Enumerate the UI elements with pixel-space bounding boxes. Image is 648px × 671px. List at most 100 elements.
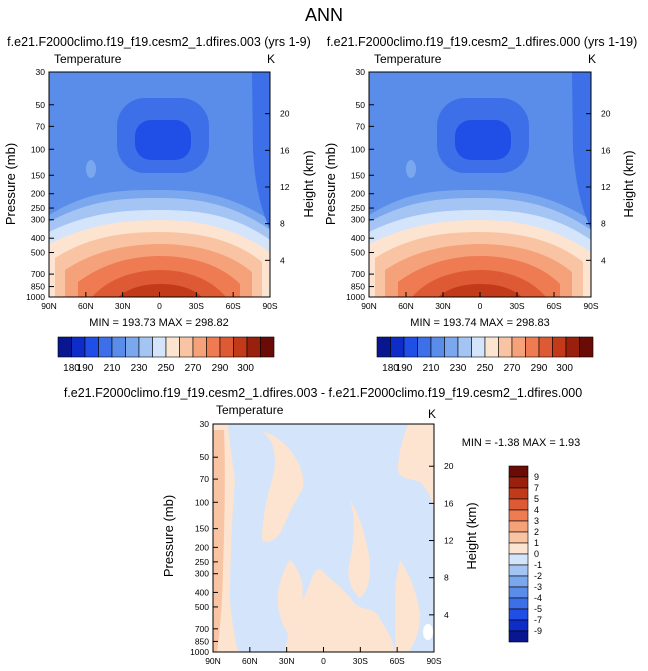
- colorbar-swatch: [71, 336, 86, 358]
- colorbar-swatch: [417, 336, 432, 358]
- x-tick-label: 60S: [390, 656, 405, 666]
- colorbar-swatch: [84, 336, 99, 358]
- panel-2-vortex-inner: [455, 120, 511, 160]
- colorbar-label: -7: [534, 615, 542, 625]
- colorbar-swatch: [525, 336, 540, 358]
- y-tick-label: 250: [195, 557, 209, 567]
- panel-1-stats: MIN = 193.73 MAX = 298.82: [89, 317, 228, 329]
- colorbar-swatch: [206, 336, 221, 358]
- colorbar-label: -4: [534, 593, 542, 603]
- panel-1-blob: [86, 160, 96, 178]
- y2-tick-label: 16: [444, 498, 454, 508]
- panel-1-units: K: [267, 52, 275, 66]
- colorbar-swatch: [498, 336, 513, 358]
- y-tick-label: 300: [195, 569, 209, 579]
- colorbar-label: 300: [556, 363, 573, 374]
- colorbar-swatch: [508, 509, 529, 522]
- panel-1-band-300: [118, 284, 202, 297]
- colorbar-label: -3: [534, 582, 542, 592]
- colorbar-label: 7: [534, 483, 539, 493]
- y-tick-label: 100: [31, 144, 45, 154]
- panel-2-y2label: Height (km): [621, 150, 636, 217]
- panel-3-field: [213, 424, 434, 652]
- y2-tick-label: 12: [444, 536, 454, 546]
- y-tick-label: 300: [31, 215, 45, 225]
- colorbar-swatch: [111, 336, 126, 358]
- x-tick-label: 90S: [583, 301, 598, 311]
- panel-3-positive-b: [348, 500, 370, 598]
- x-tick-label: 30S: [189, 301, 204, 311]
- colorbar-swatch: [508, 476, 529, 489]
- y-tick-label: 700: [351, 269, 365, 279]
- panel-3-stats: MIN = -1.38 MAX = 1.93: [462, 437, 581, 449]
- x-tick-label: 60N: [78, 301, 94, 311]
- colorbar-swatch: [484, 336, 499, 358]
- panel-1-field: [49, 72, 270, 297]
- colorbar-label: -9: [534, 626, 542, 636]
- colorbar-swatch: [508, 586, 529, 599]
- colorbar-swatch: [538, 336, 553, 358]
- x-tick-label: 30N: [435, 301, 451, 311]
- y-tick-label: 500: [351, 248, 365, 258]
- colorbar-swatch: [457, 336, 472, 358]
- panel-2-band-290: [412, 270, 546, 297]
- colorbar-swatch: [390, 336, 405, 358]
- y-tick-label: 250: [351, 203, 365, 213]
- panel-3-strip: [213, 430, 225, 652]
- y-tick-label: 30: [200, 419, 210, 429]
- y-tick-label: 850: [31, 282, 45, 292]
- y-tick-label: 1000: [346, 292, 365, 302]
- colorbar-swatch: [152, 336, 167, 358]
- colorbar-swatch: [219, 336, 234, 358]
- colorbar-swatch: [246, 336, 261, 358]
- y-tick-label: 50: [200, 452, 210, 462]
- colorbar-label: 290: [531, 363, 548, 374]
- y-tick-label: 100: [195, 497, 209, 507]
- panel-3: f.e21.F2000climo.f19_f19.cesm2_1.dfires.…: [64, 386, 582, 666]
- colorbar-swatch: [192, 336, 207, 358]
- colorbar-label: 190: [396, 363, 413, 374]
- colorbar-swatch: [508, 564, 529, 577]
- colorbar-swatch: [508, 531, 529, 544]
- colorbar-label: 9: [534, 472, 539, 482]
- colorbar-swatch: [376, 336, 391, 358]
- y-tick-label: 70: [356, 121, 366, 131]
- x-tick-label: 60N: [398, 301, 414, 311]
- y-tick-label: 400: [351, 233, 365, 243]
- y2-tick-label: 8: [444, 573, 449, 583]
- panel-2-field: [369, 72, 591, 297]
- panel-1-ylabel: Pressure (mb): [3, 143, 18, 225]
- colorbar-swatch: [508, 619, 529, 632]
- x-tick-label: 90S: [426, 656, 441, 666]
- y-tick-label: 850: [351, 282, 365, 292]
- colorbar-label: 1: [534, 538, 539, 548]
- panel-2: f.e21.F2000climo.f19_f19.cesm2_1.dfires.…: [323, 35, 637, 329]
- panel-3-positive-c: [277, 560, 303, 640]
- y2-tick-label: 20: [280, 109, 290, 119]
- panel-1-y2label: Height (km): [301, 150, 316, 217]
- panel-2-band-300: [438, 284, 522, 297]
- y-tick-label: 50: [356, 100, 366, 110]
- panel-2-variable: Temperature: [374, 52, 442, 66]
- y2-tick-label: 8: [601, 219, 606, 229]
- y2-tick-label: 8: [280, 219, 285, 229]
- colorbar-swatch: [233, 336, 248, 358]
- colorbar-swatch: [508, 553, 529, 566]
- colorbar-swatch: [444, 336, 459, 358]
- colorbar-swatch: [403, 336, 418, 358]
- colorbar-label: 250: [158, 363, 175, 374]
- x-tick-label: 60S: [546, 301, 561, 311]
- y2-tick-label: 4: [601, 255, 606, 265]
- x-tick-label: 30S: [509, 301, 524, 311]
- y2-tick-label: 4: [280, 255, 285, 265]
- y-tick-label: 850: [195, 636, 209, 646]
- colorbar-label: 2: [534, 527, 539, 537]
- x-tick-label: 30S: [353, 656, 368, 666]
- colorbar-swatch: [508, 520, 529, 533]
- panel-2-y2ticks: 4 8 12 16 20: [586, 109, 611, 265]
- colorbar-swatch: [165, 336, 180, 358]
- colorbar-swatch: [508, 630, 529, 643]
